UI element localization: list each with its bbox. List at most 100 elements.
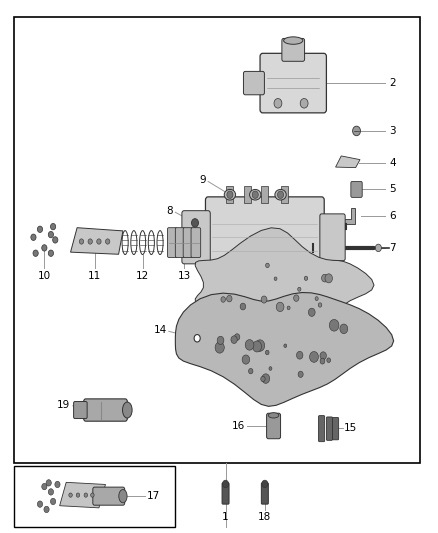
Polygon shape bbox=[175, 293, 394, 406]
FancyBboxPatch shape bbox=[175, 228, 185, 257]
Circle shape bbox=[315, 297, 318, 301]
Circle shape bbox=[240, 303, 246, 310]
Circle shape bbox=[84, 493, 88, 497]
Circle shape bbox=[37, 501, 42, 507]
Text: 1: 1 bbox=[222, 512, 229, 522]
Circle shape bbox=[53, 237, 58, 243]
Text: 14: 14 bbox=[153, 325, 166, 335]
FancyBboxPatch shape bbox=[84, 399, 127, 421]
Text: 13: 13 bbox=[177, 271, 191, 281]
Circle shape bbox=[320, 352, 326, 360]
Circle shape bbox=[340, 324, 348, 334]
Circle shape bbox=[31, 234, 36, 240]
Text: 11: 11 bbox=[88, 271, 101, 281]
FancyBboxPatch shape bbox=[74, 401, 87, 418]
Bar bbox=[14, 466, 175, 527]
Text: 8: 8 bbox=[166, 206, 173, 216]
Circle shape bbox=[274, 99, 282, 108]
Polygon shape bbox=[336, 208, 355, 224]
Text: 15: 15 bbox=[344, 423, 357, 433]
Circle shape bbox=[223, 480, 229, 488]
Circle shape bbox=[42, 483, 47, 490]
Circle shape bbox=[287, 306, 290, 310]
Circle shape bbox=[106, 239, 110, 244]
Bar bbox=[14, 17, 420, 463]
Polygon shape bbox=[71, 228, 123, 254]
Circle shape bbox=[88, 239, 92, 244]
Circle shape bbox=[265, 350, 269, 355]
Circle shape bbox=[255, 340, 265, 351]
Circle shape bbox=[261, 376, 265, 382]
Circle shape bbox=[261, 296, 267, 303]
Text: 2: 2 bbox=[389, 78, 396, 88]
Circle shape bbox=[76, 493, 80, 497]
Bar bbox=[244, 185, 251, 203]
Circle shape bbox=[298, 287, 301, 291]
Ellipse shape bbox=[123, 402, 132, 418]
Ellipse shape bbox=[268, 413, 279, 418]
Circle shape bbox=[79, 239, 84, 244]
Circle shape bbox=[321, 274, 328, 282]
Circle shape bbox=[269, 367, 272, 370]
Circle shape bbox=[278, 191, 284, 198]
Circle shape bbox=[46, 480, 51, 486]
FancyBboxPatch shape bbox=[244, 71, 265, 95]
Circle shape bbox=[194, 335, 200, 342]
Circle shape bbox=[37, 226, 42, 232]
Circle shape bbox=[262, 374, 270, 383]
Text: 10: 10 bbox=[38, 271, 51, 281]
Circle shape bbox=[231, 336, 237, 343]
Polygon shape bbox=[60, 482, 106, 508]
FancyBboxPatch shape bbox=[267, 413, 281, 439]
FancyBboxPatch shape bbox=[332, 417, 339, 440]
Circle shape bbox=[48, 231, 53, 238]
Circle shape bbox=[245, 340, 254, 350]
Circle shape bbox=[234, 334, 240, 341]
Bar bbox=[261, 185, 268, 203]
FancyBboxPatch shape bbox=[326, 417, 332, 440]
Circle shape bbox=[320, 358, 325, 364]
Circle shape bbox=[298, 371, 303, 377]
Circle shape bbox=[44, 506, 49, 513]
Text: 18: 18 bbox=[258, 512, 272, 522]
Ellipse shape bbox=[250, 189, 261, 200]
Circle shape bbox=[55, 481, 60, 488]
Bar bbox=[226, 185, 233, 203]
Ellipse shape bbox=[119, 489, 127, 503]
Circle shape bbox=[50, 223, 56, 230]
FancyBboxPatch shape bbox=[183, 228, 193, 257]
FancyBboxPatch shape bbox=[351, 181, 362, 197]
Circle shape bbox=[274, 277, 277, 280]
Text: 16: 16 bbox=[232, 421, 245, 431]
Circle shape bbox=[33, 250, 38, 256]
Text: 5: 5 bbox=[389, 184, 396, 195]
Bar bbox=[281, 185, 288, 203]
Circle shape bbox=[265, 263, 269, 268]
Circle shape bbox=[191, 219, 198, 227]
FancyBboxPatch shape bbox=[205, 197, 324, 278]
Circle shape bbox=[308, 308, 315, 317]
FancyBboxPatch shape bbox=[191, 228, 201, 257]
Circle shape bbox=[284, 344, 287, 348]
Ellipse shape bbox=[224, 189, 236, 200]
Circle shape bbox=[304, 276, 308, 280]
Circle shape bbox=[327, 358, 331, 362]
FancyBboxPatch shape bbox=[320, 214, 345, 261]
Circle shape bbox=[50, 498, 56, 505]
Circle shape bbox=[293, 295, 299, 301]
Circle shape bbox=[310, 351, 318, 362]
Text: 6: 6 bbox=[389, 211, 396, 221]
Circle shape bbox=[221, 297, 226, 302]
FancyBboxPatch shape bbox=[261, 483, 268, 504]
Circle shape bbox=[69, 493, 72, 497]
Text: 4: 4 bbox=[389, 158, 396, 168]
Circle shape bbox=[97, 239, 101, 244]
Text: 19: 19 bbox=[57, 400, 71, 410]
FancyBboxPatch shape bbox=[222, 483, 229, 504]
Circle shape bbox=[48, 489, 53, 495]
Circle shape bbox=[353, 126, 360, 136]
Text: 17: 17 bbox=[147, 491, 160, 501]
Circle shape bbox=[253, 341, 261, 352]
Circle shape bbox=[318, 303, 322, 307]
Circle shape bbox=[248, 368, 253, 374]
